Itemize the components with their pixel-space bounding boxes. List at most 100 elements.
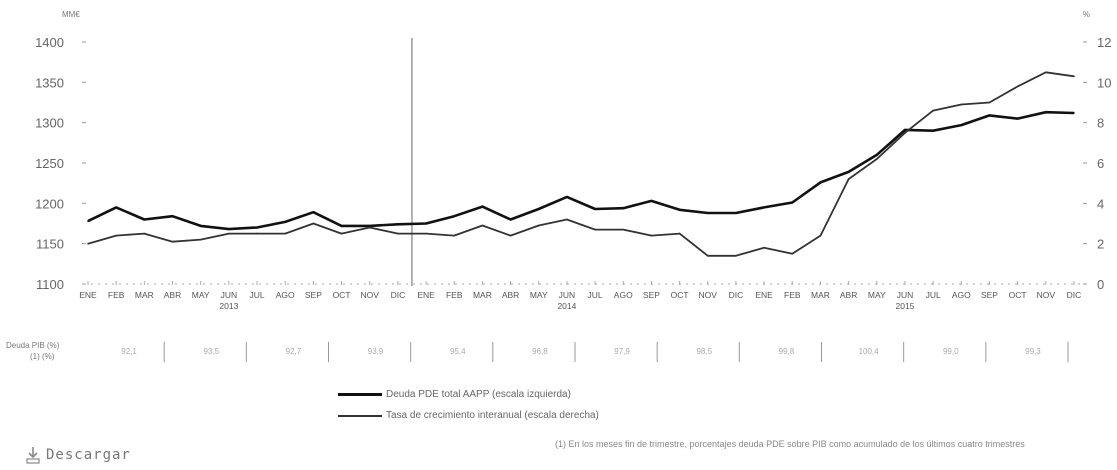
series-1-point [425, 222, 427, 225]
table-value: 99,8 [779, 347, 795, 356]
right-axis-unit: % [1083, 10, 1090, 19]
x-tick-label: JUN [221, 290, 238, 300]
x-tick-label: FEB [108, 290, 125, 300]
table-row-label: Deuda PIB (%) [6, 341, 60, 350]
x-tick-label: AGO [952, 290, 971, 300]
series-2-point [594, 228, 596, 231]
x-tick-label: OCT [1009, 290, 1027, 300]
right-tick-label: 8 [1097, 116, 1104, 131]
left-tick-label: 1300 [35, 116, 64, 131]
series-2-point [650, 234, 653, 237]
table-value: 100,4 [859, 347, 880, 356]
series-2-point [904, 131, 906, 134]
footnote: (1) En los meses fin de trimestre, porce… [555, 439, 1025, 449]
series-1-point [763, 206, 765, 209]
series-2-point [453, 234, 456, 237]
series-2-point [481, 224, 484, 227]
series-2-point [1016, 85, 1019, 88]
series-2-point [171, 240, 174, 243]
x-tick-label: FEB [446, 290, 463, 300]
series-1-point [256, 226, 258, 229]
table-value: 96,8 [532, 347, 548, 356]
table-value: 97,9 [614, 347, 630, 356]
series-2-point [735, 254, 737, 257]
x-tick-label: NOV [699, 290, 718, 300]
series-2-point [509, 234, 512, 237]
table-value: 93,5 [203, 347, 219, 356]
series-1-point [340, 225, 343, 227]
x-tick-label: MAY [192, 290, 210, 300]
table-row-label-note: (1) (%) [30, 352, 55, 361]
table-value: 92,1 [121, 347, 137, 356]
series-1-point [284, 221, 287, 223]
series-1-point [312, 211, 315, 214]
series-1-point [678, 208, 681, 211]
download-label: Descargar [46, 447, 131, 463]
x-tick-label: JUL [588, 290, 603, 300]
series-2-point [228, 232, 230, 235]
table-value: 95,4 [450, 347, 466, 356]
series-1-point [1016, 117, 1019, 120]
series-1-point [622, 207, 625, 209]
left-tick-label: 1200 [35, 196, 64, 211]
series-1-point [143, 218, 146, 221]
series-1-point [904, 129, 906, 131]
legend-swatch-2 [338, 414, 382, 417]
download-icon [26, 447, 40, 464]
right-tick-label: 10 [1097, 75, 1111, 90]
series-2-point [1073, 75, 1075, 78]
table-value: 93,9 [368, 347, 384, 356]
x-tick-label: JUN [559, 290, 576, 300]
x-tick-label: JUL [926, 290, 941, 300]
legend-label-1: Deuda PDE total AAPP (escala izquierda) [386, 389, 571, 400]
x-tick-label: NOV [361, 290, 380, 300]
series-2-point [876, 158, 878, 160]
series-2-point [368, 226, 371, 229]
series-line-1 [87, 110, 1075, 231]
table-value: 92,7 [286, 347, 302, 356]
x-tick-label: MAR [811, 290, 830, 300]
table-value: 98,5 [696, 347, 712, 356]
left-axis-unit: MM€ [62, 10, 80, 19]
legend-swatch-1 [338, 393, 382, 396]
series-1-point [537, 208, 540, 210]
year-label: 2015 [896, 301, 915, 311]
right-tick-label: 0 [1097, 277, 1104, 292]
series-2-point [791, 252, 794, 255]
series-1-point [650, 200, 653, 202]
download-button[interactable]: Descargar [24, 445, 131, 465]
series-2-point [425, 232, 427, 235]
series-1-point [171, 215, 174, 218]
series-1-point [1073, 112, 1075, 114]
series-2-point [819, 234, 822, 237]
x-tick-label: SEP [981, 290, 998, 300]
series-1-point [791, 201, 794, 204]
series-2-point [847, 178, 850, 180]
series-1-point [960, 124, 963, 126]
series-2-point [1045, 71, 1047, 74]
x-tick-label: AGO [276, 290, 295, 300]
series-2-point [960, 103, 963, 106]
x-tick-label: NOV [1037, 290, 1056, 300]
series-2-point [115, 234, 117, 237]
left-tick-label: 1100 [36, 277, 64, 292]
series-1-point [594, 208, 596, 210]
series-1-point [1045, 111, 1047, 113]
series-2-point [87, 242, 89, 245]
left-tick-label: 1350 [35, 75, 64, 90]
series-2-point [284, 232, 287, 235]
series-2-point [763, 246, 765, 249]
left-tick-label: 1250 [35, 156, 64, 171]
series-2-point [256, 232, 258, 235]
x-tick-label: DIC [729, 290, 744, 300]
series-1-point [368, 225, 371, 227]
series-1-point [932, 129, 934, 132]
series-2-point [706, 254, 709, 257]
x-tick-label: OCT [333, 290, 351, 300]
x-tick-label: DIC [1067, 290, 1082, 300]
series-1-point [988, 114, 991, 117]
series-2-point [537, 224, 540, 227]
x-tick-label: ABR [164, 290, 181, 300]
series-line-2 [87, 71, 1075, 257]
x-tick-label: MAR [473, 290, 492, 300]
